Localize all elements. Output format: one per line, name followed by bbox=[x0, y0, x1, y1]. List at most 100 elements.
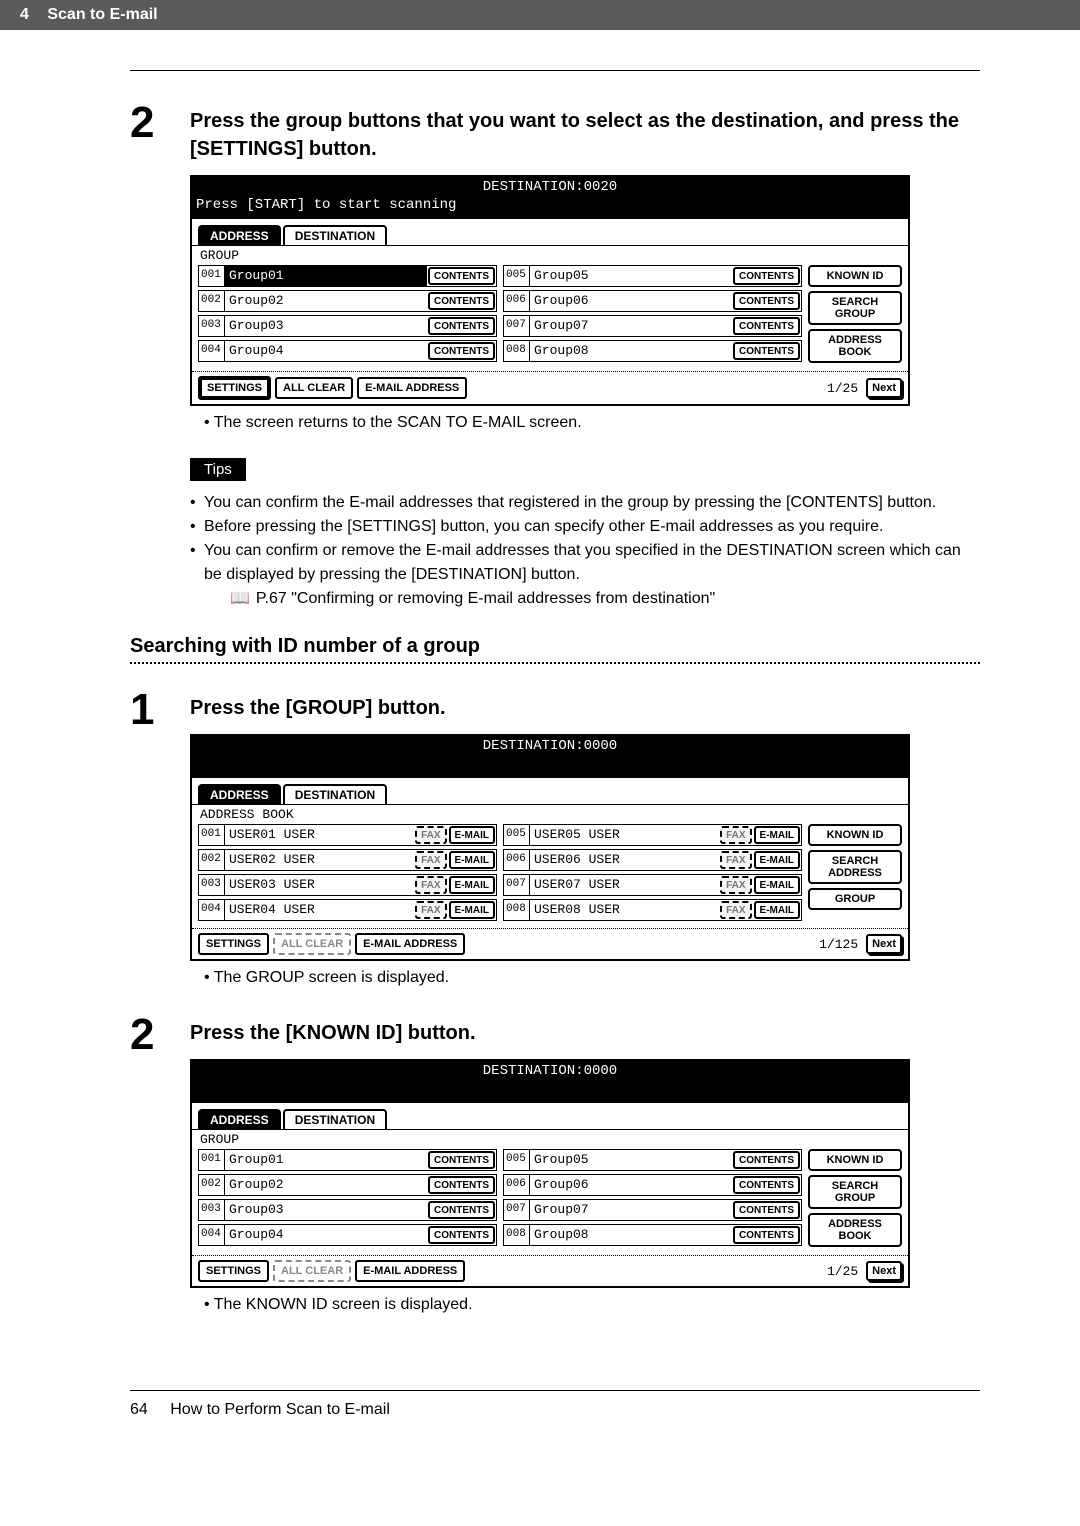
side-button[interactable]: SEARCH GROUP bbox=[808, 291, 902, 325]
row-name: USER01 USER bbox=[225, 825, 414, 845]
step-number: 2 bbox=[130, 1013, 180, 1330]
row-num: 005 bbox=[504, 825, 530, 845]
email-button[interactable]: E-MAIL bbox=[449, 826, 495, 844]
contents-button[interactable]: CONTENTS bbox=[733, 1201, 800, 1219]
next-button[interactable]: Next bbox=[866, 1261, 902, 1281]
side-button[interactable]: ADDRESS BOOK bbox=[808, 1213, 902, 1247]
section-label: GROUP bbox=[192, 1129, 908, 1149]
tab-destination[interactable]: DESTINATION bbox=[283, 1109, 387, 1129]
side-button[interactable]: KNOWN ID bbox=[808, 824, 902, 846]
pager: 1/25 bbox=[827, 1264, 858, 1279]
side-button[interactable]: KNOWN ID bbox=[808, 265, 902, 287]
contents-button[interactable]: CONTENTS bbox=[733, 1176, 800, 1194]
result-bullet: • The KNOWN ID screen is displayed. bbox=[204, 1296, 980, 1314]
all-clear-button[interactable]: ALL CLEAR bbox=[273, 933, 351, 955]
tab-address[interactable]: ADDRESS bbox=[198, 784, 281, 804]
group-row[interactable]: 008 Group08 CONTENTS bbox=[503, 1224, 802, 1246]
all-clear-button[interactable]: ALL CLEAR bbox=[275, 377, 353, 399]
group-row[interactable]: 003 Group03 CONTENTS bbox=[198, 1199, 497, 1221]
contents-button[interactable]: CONTENTS bbox=[428, 1226, 495, 1244]
row-num: 008 bbox=[504, 341, 530, 361]
contents-button[interactable]: CONTENTS bbox=[428, 1151, 495, 1169]
group-row[interactable]: 006 Group06 CONTENTS bbox=[503, 1174, 802, 1196]
email-button[interactable]: E-MAIL bbox=[754, 876, 800, 894]
user-row[interactable]: 003 USER03 USER FAX E-MAIL bbox=[198, 874, 497, 896]
step-1: 1 Press the [GROUP] button. DESTINATION:… bbox=[130, 688, 980, 1003]
row-num: 003 bbox=[199, 875, 225, 895]
group-row[interactable]: 006 Group06 CONTENTS bbox=[503, 290, 802, 312]
fax-button[interactable]: FAX bbox=[720, 851, 751, 869]
group-row[interactable]: 005 Group05 CONTENTS bbox=[503, 1149, 802, 1171]
contents-button[interactable]: CONTENTS bbox=[733, 292, 800, 310]
row-num: 007 bbox=[504, 316, 530, 336]
row-num: 005 bbox=[504, 266, 530, 286]
fax-button[interactable]: FAX bbox=[720, 901, 751, 919]
group-row[interactable]: 002 Group02 CONTENTS bbox=[198, 1174, 497, 1196]
fax-button[interactable]: FAX bbox=[415, 851, 446, 869]
contents-button[interactable]: CONTENTS bbox=[428, 1176, 495, 1194]
fax-button[interactable]: FAX bbox=[720, 826, 751, 844]
group-row[interactable]: 003 Group03 CONTENTS bbox=[198, 315, 497, 337]
contents-button[interactable]: CONTENTS bbox=[428, 267, 495, 285]
contents-button[interactable]: CONTENTS bbox=[733, 342, 800, 360]
email-button[interactable]: E-MAIL bbox=[449, 876, 495, 894]
email-address-button[interactable]: E-MAIL ADDRESS bbox=[357, 377, 467, 399]
settings-button[interactable]: SETTINGS bbox=[198, 1260, 269, 1282]
email-address-button[interactable]: E-MAIL ADDRESS bbox=[355, 1260, 465, 1282]
contents-button[interactable]: CONTENTS bbox=[428, 1201, 495, 1219]
fax-button[interactable]: FAX bbox=[720, 876, 751, 894]
group-row[interactable]: 004 Group04 CONTENTS bbox=[198, 1224, 497, 1246]
device-panel-3: DESTINATION:0000 ADDRESS DESTINATION GRO… bbox=[190, 1059, 910, 1288]
row-num: 002 bbox=[199, 291, 225, 311]
group-row[interactable]: 007 Group07 CONTENTS bbox=[503, 315, 802, 337]
side-button[interactable]: KNOWN ID bbox=[808, 1149, 902, 1171]
settings-button[interactable]: SETTINGS bbox=[198, 933, 269, 955]
tab-address[interactable]: ADDRESS bbox=[198, 1109, 281, 1129]
fax-button[interactable]: FAX bbox=[415, 901, 446, 919]
side-button[interactable]: SEARCH ADDRESS bbox=[808, 850, 902, 884]
row-num: 001 bbox=[199, 1150, 225, 1170]
contents-button[interactable]: CONTENTS bbox=[428, 317, 495, 335]
user-row[interactable]: 001 USER01 USER FAX E-MAIL bbox=[198, 824, 497, 846]
email-button[interactable]: E-MAIL bbox=[449, 901, 495, 919]
email-button[interactable]: E-MAIL bbox=[754, 901, 800, 919]
email-address-button[interactable]: E-MAIL ADDRESS bbox=[355, 933, 465, 955]
settings-button[interactable]: SETTINGS bbox=[198, 376, 271, 400]
contents-button[interactable]: CONTENTS bbox=[733, 317, 800, 335]
user-row[interactable]: 005 USER05 USER FAX E-MAIL bbox=[503, 824, 802, 846]
contents-button[interactable]: CONTENTS bbox=[733, 1151, 800, 1169]
contents-button[interactable]: CONTENTS bbox=[733, 267, 800, 285]
email-button[interactable]: E-MAIL bbox=[754, 826, 800, 844]
side-button[interactable]: GROUP bbox=[808, 888, 902, 910]
page-header: 4 Scan to E-mail bbox=[0, 0, 1080, 30]
group-row[interactable]: 007 Group07 CONTENTS bbox=[503, 1199, 802, 1221]
user-row[interactable]: 008 USER08 USER FAX E-MAIL bbox=[503, 899, 802, 921]
group-row[interactable]: 001 Group01 CONTENTS bbox=[198, 1149, 497, 1171]
tab-destination[interactable]: DESTINATION bbox=[283, 225, 387, 245]
tab-address[interactable]: ADDRESS bbox=[198, 225, 281, 245]
group-row[interactable]: 008 Group08 CONTENTS bbox=[503, 340, 802, 362]
all-clear-button[interactable]: ALL CLEAR bbox=[273, 1260, 351, 1282]
destination-count: DESTINATION:0020 bbox=[190, 179, 910, 195]
contents-button[interactable]: CONTENTS bbox=[428, 342, 495, 360]
user-row[interactable]: 004 USER04 USER FAX E-MAIL bbox=[198, 899, 497, 921]
user-row[interactable]: 007 USER07 USER FAX E-MAIL bbox=[503, 874, 802, 896]
group-row[interactable]: 001 Group01 CONTENTS bbox=[198, 265, 497, 287]
contents-button[interactable]: CONTENTS bbox=[428, 292, 495, 310]
group-row[interactable]: 004 Group04 CONTENTS bbox=[198, 340, 497, 362]
next-button[interactable]: Next bbox=[866, 378, 902, 398]
fax-button[interactable]: FAX bbox=[415, 876, 446, 894]
user-row[interactable]: 006 USER06 USER FAX E-MAIL bbox=[503, 849, 802, 871]
contents-button[interactable]: CONTENTS bbox=[733, 1226, 800, 1244]
group-row[interactable]: 002 Group02 CONTENTS bbox=[198, 290, 497, 312]
email-button[interactable]: E-MAIL bbox=[754, 851, 800, 869]
email-button[interactable]: E-MAIL bbox=[449, 851, 495, 869]
side-button[interactable]: ADDRESS BOOK bbox=[808, 329, 902, 363]
tab-destination[interactable]: DESTINATION bbox=[283, 784, 387, 804]
side-button[interactable]: SEARCH GROUP bbox=[808, 1175, 902, 1209]
user-row[interactable]: 002 USER02 USER FAX E-MAIL bbox=[198, 849, 497, 871]
group-row[interactable]: 005 Group05 CONTENTS bbox=[503, 265, 802, 287]
section-label: GROUP bbox=[192, 245, 908, 265]
fax-button[interactable]: FAX bbox=[415, 826, 446, 844]
next-button[interactable]: Next bbox=[866, 934, 902, 954]
